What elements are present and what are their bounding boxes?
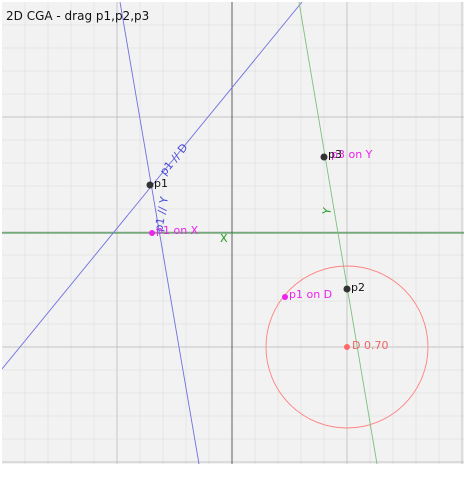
label-p2: p2: [351, 281, 365, 294]
geometry-canvas[interactable]: p1 // D p1 // Y Y X p1 on X p1 on D p3 o…: [2, 2, 464, 464]
point-p1-on-d: [282, 294, 288, 300]
label-p3: p3: [328, 148, 342, 161]
point-p3[interactable]: [320, 153, 328, 161]
label-line-y: Y: [320, 206, 334, 216]
geometry-svg[interactable]: p1 // D p1 // Y Y X p1 on X p1 on D p3 o…: [2, 2, 464, 464]
label-p1-on-x: p1 on X: [156, 224, 199, 237]
label-d-radius: D 0.70: [352, 339, 388, 352]
label-p1-parallel-y: p1 // Y: [152, 195, 171, 232]
label-line-x: X: [220, 232, 228, 245]
point-d-center: [344, 344, 350, 350]
line-y: [298, 2, 378, 464]
circle-d: [265, 265, 429, 429]
page-title: 2D CGA - drag p1,p2,p3: [6, 9, 150, 23]
label-p3-on-y: p3 on Y: [331, 148, 373, 161]
label-p1-on-d: p1 on D: [289, 288, 332, 301]
point-p1-on-x: [149, 230, 155, 236]
line-p1-parallel-y: [119, 2, 200, 464]
point-p1[interactable]: [146, 181, 154, 189]
point-p2[interactable]: [343, 285, 351, 293]
label-p1: p1: [154, 177, 168, 190]
